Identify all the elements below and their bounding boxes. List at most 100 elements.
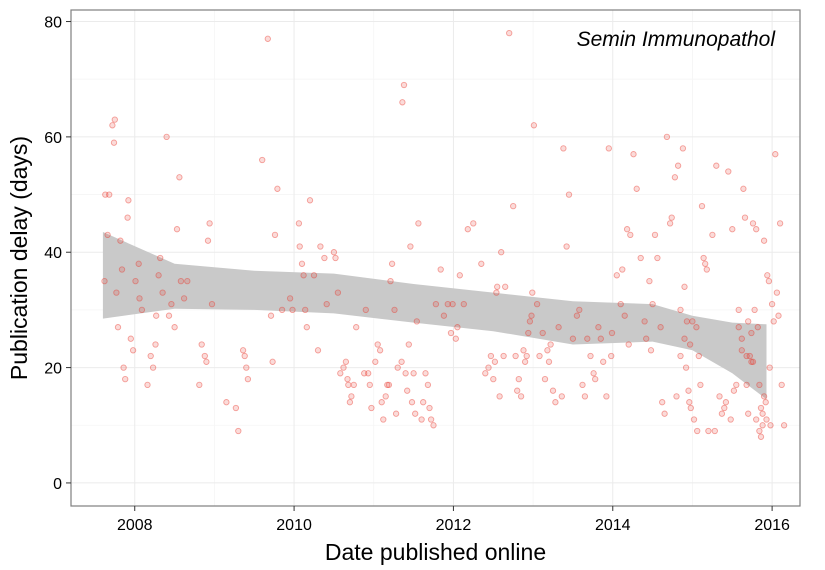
data-point bbox=[549, 387, 557, 394]
data-point bbox=[184, 277, 191, 285]
data-point bbox=[310, 272, 318, 279]
data-point bbox=[608, 329, 616, 337]
data-point bbox=[663, 133, 671, 141]
data-point bbox=[278, 306, 286, 314]
data-point bbox=[711, 427, 718, 435]
data-point bbox=[764, 272, 771, 279]
data-point bbox=[729, 226, 736, 233]
data-point bbox=[241, 352, 248, 360]
data-point bbox=[157, 254, 164, 262]
data-point bbox=[300, 272, 307, 279]
data-point bbox=[203, 358, 210, 365]
data-point bbox=[690, 416, 698, 423]
data-point bbox=[173, 226, 181, 233]
data-point bbox=[647, 347, 655, 354]
data-point bbox=[235, 427, 242, 435]
data-point bbox=[539, 329, 546, 337]
data-point bbox=[682, 364, 690, 371]
data-point bbox=[353, 324, 360, 331]
data-point bbox=[600, 358, 607, 365]
data-point bbox=[716, 393, 723, 400]
data-point bbox=[756, 427, 763, 435]
data-point bbox=[289, 306, 296, 314]
data-point bbox=[581, 393, 589, 400]
data-point bbox=[372, 358, 379, 365]
data-point bbox=[132, 277, 139, 285]
data-point bbox=[374, 341, 381, 348]
data-point bbox=[773, 289, 781, 296]
data-point bbox=[654, 254, 661, 262]
data-point bbox=[422, 370, 429, 377]
data-point bbox=[603, 393, 610, 400]
data-point bbox=[738, 347, 745, 354]
data-point bbox=[757, 433, 765, 440]
data-point bbox=[106, 191, 113, 198]
data-point bbox=[770, 318, 777, 325]
data-point bbox=[685, 387, 692, 394]
data-point bbox=[437, 266, 444, 273]
data-point bbox=[530, 122, 538, 129]
data-point bbox=[303, 324, 310, 331]
data-point bbox=[760, 237, 768, 244]
data-point bbox=[713, 162, 720, 169]
data-points bbox=[101, 29, 788, 440]
data-point bbox=[738, 335, 745, 342]
x-tick-label: 2014 bbox=[595, 517, 631, 534]
data-point bbox=[394, 364, 401, 371]
data-point bbox=[751, 306, 758, 314]
data-point bbox=[342, 358, 350, 365]
data-point bbox=[693, 324, 700, 331]
data-point bbox=[722, 399, 730, 406]
data-point bbox=[621, 312, 628, 319]
data-point bbox=[405, 341, 412, 348]
data-point bbox=[180, 295, 188, 302]
y-tick-label: 20 bbox=[44, 361, 62, 378]
data-point bbox=[368, 404, 375, 412]
minor-gridlines bbox=[71, 10, 800, 506]
data-point bbox=[264, 35, 271, 42]
data-point bbox=[633, 185, 640, 192]
data-point bbox=[555, 324, 562, 331]
data-point bbox=[523, 352, 530, 360]
data-point bbox=[159, 289, 166, 296]
x-tick-label: 2008 bbox=[117, 517, 153, 534]
data-point bbox=[605, 145, 612, 152]
data-point bbox=[763, 416, 770, 423]
data-point bbox=[776, 220, 784, 227]
data-point bbox=[733, 381, 740, 389]
data-point bbox=[743, 381, 750, 389]
data-point bbox=[608, 352, 615, 360]
data-point bbox=[780, 422, 788, 429]
y-tick-label: 40 bbox=[44, 245, 62, 262]
data-point bbox=[399, 99, 406, 106]
data-point bbox=[646, 277, 653, 285]
data-point bbox=[124, 214, 131, 221]
data-point bbox=[176, 174, 183, 181]
data-point bbox=[643, 335, 650, 342]
data-point bbox=[149, 364, 157, 371]
panel-border bbox=[70, 9, 801, 507]
data-point bbox=[449, 300, 456, 308]
data-point bbox=[595, 324, 602, 331]
x-axis-ticks: 2008 2010 2012 2014 2016 bbox=[117, 506, 790, 534]
data-point bbox=[366, 381, 373, 389]
data-point bbox=[671, 174, 679, 181]
data-point bbox=[520, 347, 527, 354]
data-point bbox=[440, 312, 448, 319]
data-point bbox=[657, 324, 664, 331]
data-point bbox=[243, 364, 250, 371]
y-tick-label: 60 bbox=[44, 130, 62, 147]
data-point bbox=[677, 352, 684, 360]
data-point bbox=[702, 260, 709, 267]
data-point bbox=[756, 381, 763, 389]
data-point bbox=[298, 260, 306, 267]
data-point bbox=[447, 329, 455, 337]
data-point bbox=[239, 347, 247, 354]
data-point bbox=[510, 202, 517, 210]
data-point bbox=[560, 145, 567, 152]
data-point bbox=[512, 352, 519, 360]
data-point bbox=[168, 300, 175, 308]
data-point bbox=[135, 260, 142, 267]
data-point bbox=[597, 335, 604, 342]
data-point bbox=[136, 295, 143, 302]
